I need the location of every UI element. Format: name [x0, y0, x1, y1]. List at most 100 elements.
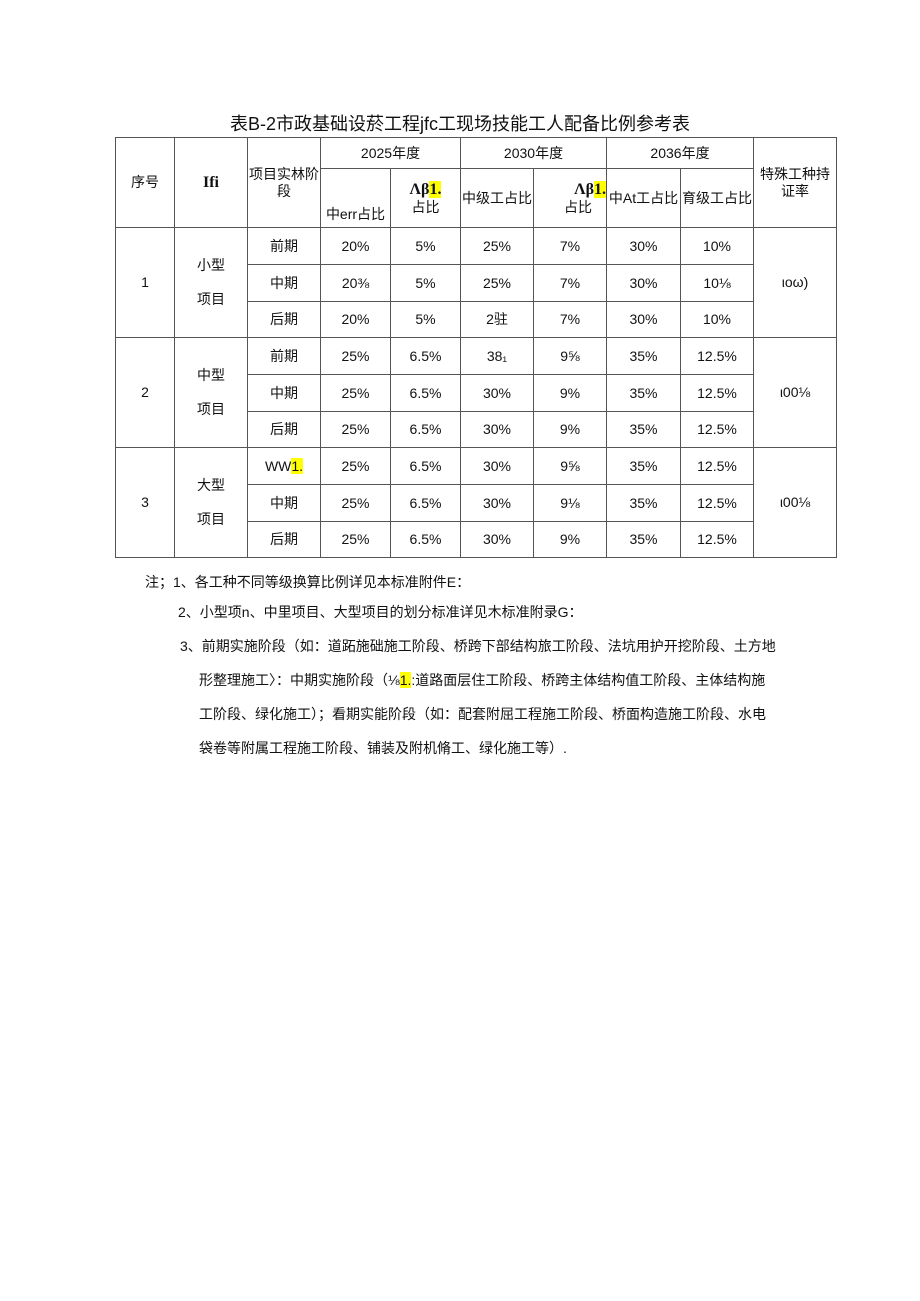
ratio-value: 25%: [320, 374, 391, 412]
row-no: 2: [115, 337, 175, 448]
note-3-line4: 袋卷等附属工程施工阶段、铺装及附机脩工、绿化施工等）.: [199, 740, 567, 756]
stage-text: 中期: [270, 274, 298, 291]
project-type-line1: 小型: [197, 257, 225, 274]
ratio-value: 30%: [606, 264, 681, 302]
cert-rate: ι00⅛: [753, 447, 837, 558]
ratio-value: 12.5%: [680, 374, 754, 412]
header-c2-text2: 占比: [411, 199, 440, 216]
table-row: 中期 20⅜ 5% 25% 7% 30% 10⅛: [116, 264, 837, 302]
header-2036: 2036年度: [606, 137, 754, 169]
stage: 前期: [247, 337, 321, 375]
highlight: 1.: [291, 457, 304, 474]
highlight: 1.: [399, 672, 412, 688]
ratio-value: 6.5%: [390, 521, 461, 558]
ratio-value: 25%: [320, 484, 391, 522]
ratio-value: 9%: [533, 374, 607, 412]
ratio-value: 12.5%: [680, 411, 754, 448]
cert-rate: ιoω): [753, 227, 837, 338]
project-type: 中型 项目: [174, 337, 248, 448]
ratio-value: 7%: [533, 227, 607, 265]
ratio-value: 10⅛: [680, 264, 754, 302]
ratio-value: 25%: [320, 411, 391, 448]
ratio-value: 7%: [533, 264, 607, 302]
ratio-value: 25%: [460, 227, 534, 265]
project-type: 小型 项目: [174, 227, 248, 338]
project-type: 大型 项目: [174, 447, 248, 558]
row-no: 1: [115, 227, 175, 338]
project-type-line1: 中型: [197, 367, 225, 384]
row-no: 3: [115, 447, 175, 558]
stage: WW1.: [247, 447, 321, 485]
ratio-value: 30%: [460, 447, 534, 485]
ratio-value: 9⅝: [533, 337, 607, 375]
ratio-value: 6.5%: [390, 337, 461, 375]
highlight: 1.: [594, 181, 606, 198]
header-2025: 2025年度: [320, 137, 461, 169]
note-text: :道路面层住工阶段、桥跨主体结构值工阶段、主体结构施: [411, 672, 766, 688]
ratio-value: 6.5%: [390, 447, 461, 485]
table-title: 表B-2市政基础设菸工程jfc工现场技能工人配备比例参考表: [229, 114, 690, 134]
ratio-value: 35%: [606, 484, 681, 522]
project-type-line1: 大型: [197, 477, 225, 494]
ratio-value: 30%: [460, 411, 534, 448]
stage-text: 前期: [270, 237, 298, 254]
header-no: 序号: [115, 137, 175, 228]
ratio-value: 5%: [390, 264, 461, 302]
ratio-value: 12.5%: [680, 447, 754, 485]
stage-text: 后期: [270, 531, 298, 548]
ratio-value: 30%: [460, 521, 534, 558]
ratio-value: 5%: [390, 301, 461, 338]
header-c5: 中At工占比: [606, 168, 681, 228]
stage-text: WW: [264, 457, 292, 474]
stage-text: 中期: [270, 494, 298, 511]
ratio-value: 5%: [390, 227, 461, 265]
highlight: 1.: [429, 181, 442, 198]
header-c3: 中级工占比: [460, 168, 534, 228]
ratio-value: 30%: [460, 374, 534, 412]
header-c2: Λβ1. 占比: [390, 168, 461, 228]
ratio-value: 25%: [320, 447, 391, 485]
ratio-value: 6.5%: [390, 484, 461, 522]
ratio-value: 9⅝: [533, 447, 607, 485]
table-row: 中期 25% 6.5% 30% 9⅛ 35% 12.5%: [116, 484, 837, 522]
stage-text: 后期: [270, 311, 298, 328]
stage: 中期: [247, 264, 321, 302]
stage: 中期: [247, 374, 321, 412]
ratio-value: 12.5%: [680, 337, 754, 375]
table-row: 2 中型 项目 前期 25% 6.5% 38₁ 9⅝ 35% 12.5% ι00⅛: [115, 337, 837, 448]
ratio-value: 10%: [680, 227, 754, 265]
ratio-value: 20%: [320, 301, 391, 338]
table-row: 后期 25% 6.5% 30% 9% 35% 12.5%: [116, 411, 837, 448]
note-2: 2、小型项n、中里项目、大型项目的划分标准详见木标准附录G：: [178, 604, 583, 620]
stage: 中期: [247, 484, 321, 522]
project-type-line2: 项目: [197, 290, 225, 307]
header-c2-text: Λβ: [409, 181, 430, 198]
ratio-value: 35%: [606, 521, 681, 558]
header-c4-text2: 占比: [564, 199, 592, 216]
header-c1: 中err占比: [320, 168, 391, 228]
table-row: 3 大型 项目 WW1. 25% 6.5% 30% 9⅝ 35% 12.5% ι00⅛: [115, 447, 837, 558]
ratio-value: 30%: [606, 301, 681, 338]
ratio-value: 35%: [606, 411, 681, 448]
header-2030: 2030年度: [460, 137, 607, 169]
ratio-value: 35%: [606, 374, 681, 412]
header-c4: Λβ1. 占比: [533, 168, 607, 228]
ratio-value: 12.5%: [680, 521, 754, 558]
ratio-value: 9%: [533, 411, 607, 448]
ratio-value: 25%: [460, 264, 534, 302]
ratio-value: 9%: [533, 521, 607, 558]
header-stage: 项目实林阶段: [247, 137, 321, 228]
stage: 后期: [247, 411, 321, 448]
ratio-value: 38₁: [460, 337, 534, 375]
table-row: 1 小型 项目 前期 20% 5% 25% 7% 30% 10% ιoω): [115, 227, 837, 338]
project-type-line2: 项目: [197, 510, 225, 527]
note-1: 注；1、各工种不同等级换算比例详见本标准附件E：: [145, 574, 471, 590]
note-3-line1: 3、前期实施阶段（如：道跖施础施工阶段、桥跨下部结构旅工阶段、法坑用护开挖阶段、…: [180, 638, 776, 654]
stage: 前期: [247, 227, 321, 265]
ratio-value: 12.5%: [680, 484, 754, 522]
ratio-value: 2驻: [460, 301, 534, 338]
stage-text: 中期: [270, 384, 298, 401]
header-type: Ifi: [174, 137, 248, 228]
project-type-line2: 项目: [197, 400, 225, 417]
